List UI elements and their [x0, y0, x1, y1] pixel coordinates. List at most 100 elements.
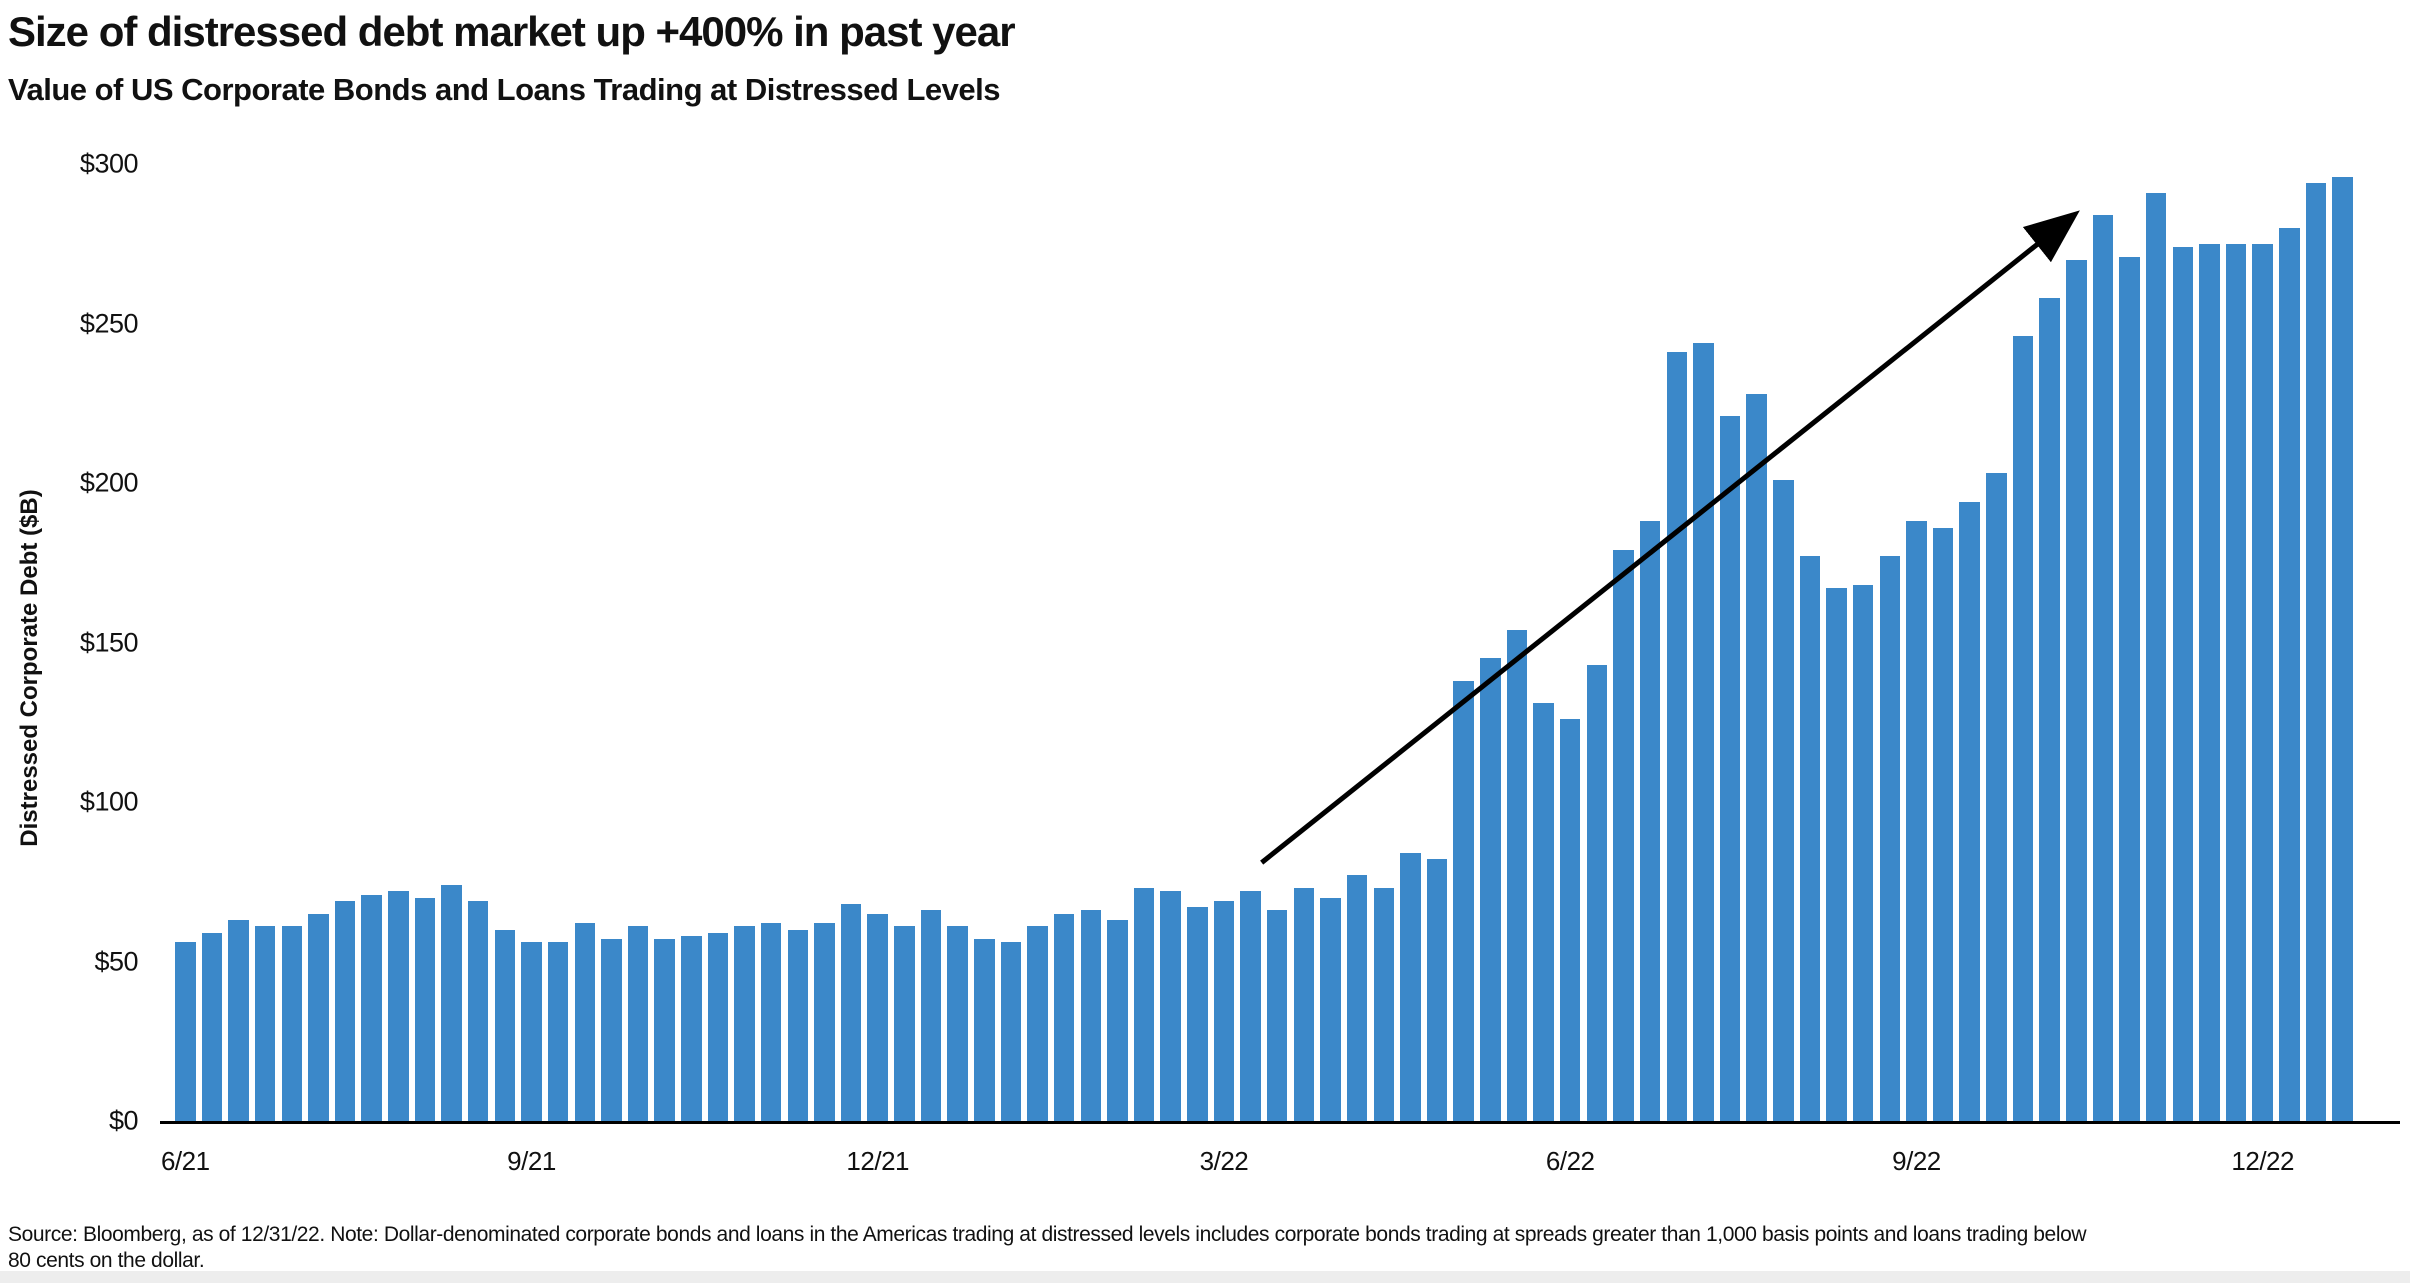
x-axis-ticks: 6/21 9/21 12/21 3/22 6/22 9/22 12/22 — [160, 1146, 2400, 1186]
bar — [334, 900, 356, 1121]
bar — [201, 932, 223, 1121]
bar — [1400, 853, 1421, 1121]
bar — [1586, 664, 1608, 1121]
footer-strip — [0, 1271, 2410, 1283]
bar — [654, 939, 675, 1121]
bar — [494, 929, 516, 1121]
bar — [1746, 393, 1767, 1121]
y-tick-label: $50 — [94, 946, 138, 976]
chart-title: Size of distressed debt market up +400% … — [8, 8, 1016, 55]
bar — [1666, 352, 1687, 1121]
bar — [1453, 680, 1474, 1121]
bar — [2305, 183, 2327, 1121]
bar — [521, 942, 542, 1121]
bar — [388, 891, 409, 1121]
bar — [1693, 342, 1714, 1121]
bar — [1133, 888, 1155, 1121]
bar — [787, 929, 809, 1121]
bar — [1959, 502, 1980, 1121]
bar — [601, 939, 622, 1121]
y-tick-label: $0 — [108, 1105, 139, 1136]
bar — [2172, 246, 2194, 1121]
bar — [1906, 521, 1927, 1121]
bar — [2252, 243, 2273, 1121]
bar — [175, 942, 196, 1121]
bar — [414, 897, 436, 1121]
y-tick-label: $100 — [79, 786, 139, 817]
bar — [1187, 907, 1208, 1121]
bar — [1639, 521, 1661, 1121]
bar — [1213, 900, 1235, 1121]
bar — [1373, 888, 1395, 1121]
bar — [840, 904, 862, 1121]
bar — [974, 939, 995, 1121]
x-tick-label: 6/22 — [1545, 1146, 1595, 1176]
x-axis-line — [160, 1121, 2400, 1124]
bar — [1426, 859, 1448, 1121]
bar — [1773, 479, 1794, 1121]
bar — [894, 926, 915, 1121]
source-note-line1: Source: Bloomberg, as of 12/31/22. Note:… — [8, 1223, 2087, 1246]
y-axis-ticks: $300 $250 $200 $150 $100 $50 $0 — [0, 0, 139, 1283]
bar — [361, 894, 382, 1121]
bar — [1160, 891, 1181, 1121]
bar — [1613, 550, 1634, 1121]
bar — [281, 926, 303, 1121]
bar — [1320, 897, 1341, 1121]
bar — [2092, 215, 2114, 1121]
bar — [254, 926, 276, 1121]
bar — [2119, 256, 2140, 1121]
bar — [1799, 556, 1821, 1121]
bar — [867, 913, 888, 1121]
bar — [681, 935, 702, 1121]
bar — [574, 923, 595, 1121]
bar — [1559, 719, 1581, 1121]
bar — [1053, 913, 1075, 1121]
bar — [1240, 891, 1261, 1121]
bar — [2199, 243, 2220, 1121]
bar — [1719, 416, 1741, 1121]
plot-area — [160, 164, 2400, 1121]
bar — [547, 942, 569, 1121]
bar — [1346, 875, 1368, 1121]
bar — [1506, 629, 1528, 1121]
bar — [2012, 336, 2034, 1121]
source-note-line2: 80 cents on the dollar. — [8, 1249, 205, 1272]
y-tick-label: $300 — [79, 148, 139, 179]
bar — [734, 926, 755, 1121]
bar — [308, 913, 329, 1121]
bar — [1000, 942, 1022, 1121]
bar — [760, 923, 782, 1121]
bar — [1879, 556, 1901, 1121]
source-note: Source: Bloomberg, as of 12/31/22. Note:… — [8, 1222, 2408, 1274]
bar — [627, 926, 649, 1121]
chart-subtitle: Value of US Corporate Bonds and Loans Tr… — [8, 72, 1000, 107]
bar — [1293, 888, 1315, 1121]
bar — [1533, 703, 1554, 1121]
bar — [2066, 259, 2087, 1121]
bar — [2225, 243, 2247, 1121]
bar — [2279, 227, 2300, 1121]
bar — [1852, 585, 1874, 1121]
x-tick-label: 3/22 — [1199, 1146, 1249, 1176]
bar — [1266, 910, 1288, 1121]
bar — [467, 900, 489, 1121]
x-tick-label: 9/22 — [1892, 1146, 1941, 1176]
bar — [2145, 192, 2167, 1121]
x-tick-label: 12/21 — [846, 1146, 910, 1176]
x-tick-label: 6/21 — [160, 1146, 210, 1176]
y-tick-label: $200 — [79, 467, 139, 498]
bar — [920, 910, 942, 1121]
bar — [441, 884, 462, 1121]
bar — [814, 923, 835, 1121]
x-tick-label: 9/21 — [507, 1146, 556, 1176]
bar — [1080, 910, 1102, 1121]
bar — [2332, 176, 2353, 1121]
bar — [228, 920, 249, 1121]
bar — [1826, 588, 1847, 1121]
y-tick-label: $150 — [79, 627, 139, 657]
bar — [1027, 926, 1048, 1121]
bar — [2039, 297, 2060, 1121]
bar — [1932, 527, 1954, 1121]
